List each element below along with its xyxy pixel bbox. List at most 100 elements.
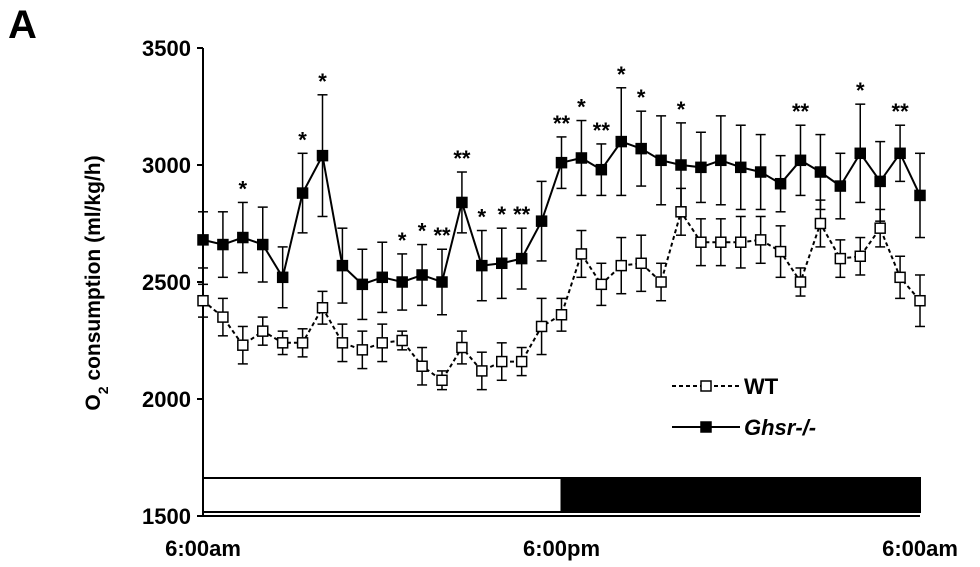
significance-star: * bbox=[677, 97, 686, 122]
legend-wt-label: WT bbox=[744, 374, 779, 399]
ghsr-data-point bbox=[336, 259, 349, 272]
significance-star: * bbox=[577, 95, 586, 120]
ghsr-data-point bbox=[794, 154, 807, 167]
wt-data-point bbox=[655, 276, 667, 288]
legend: WT Ghsr-/- bbox=[672, 374, 816, 440]
significance-star: * bbox=[418, 219, 427, 244]
y-axis-label-subscript: 2 bbox=[95, 386, 111, 394]
wt-data-point bbox=[237, 339, 249, 351]
wt-data-point bbox=[436, 374, 448, 387]
ghsr-data-point bbox=[496, 257, 508, 270]
wt-data-point bbox=[336, 337, 349, 349]
significance-star: * bbox=[497, 202, 506, 227]
ghsr-data-point bbox=[774, 177, 787, 190]
y-tick-label: 3000 bbox=[142, 153, 191, 178]
wt-data-point bbox=[376, 337, 388, 349]
ghsr-data-point bbox=[914, 189, 926, 202]
wt-data-point bbox=[515, 355, 528, 368]
wt-data-point bbox=[296, 337, 309, 349]
significance-star: * bbox=[398, 228, 407, 253]
ghsr-data-point bbox=[655, 154, 667, 167]
wt-data-point bbox=[575, 248, 588, 260]
legend-ghsr-marker bbox=[700, 421, 712, 433]
ghsr-data-point bbox=[257, 238, 269, 251]
wt-data-point bbox=[894, 271, 906, 284]
y-axis-label-suffix: consumption (ml/kg/h) bbox=[82, 155, 105, 386]
significance-star: ** bbox=[513, 202, 531, 227]
wt-data-point bbox=[456, 341, 468, 354]
wt-data-point bbox=[695, 236, 707, 248]
wt-data-point bbox=[914, 294, 926, 307]
significance-marks: **** * ***** * ********* * ***** bbox=[239, 62, 910, 253]
significance-star: * bbox=[617, 62, 626, 87]
ghsr-data-point bbox=[675, 159, 687, 171]
ghsr-data-point bbox=[695, 161, 707, 174]
tick-labels: 1500 2000 2500 3000 3500 6:00am 6:00pm 6:00am bbox=[142, 36, 958, 561]
wt-data-point bbox=[595, 278, 608, 291]
light-dark-bar bbox=[202, 477, 921, 513]
wt-data-point bbox=[715, 236, 727, 248]
ghsr-data-point bbox=[476, 259, 488, 272]
ghsr-data-point bbox=[535, 215, 548, 227]
legend-wt-marker bbox=[700, 380, 712, 392]
ghsr-data-point bbox=[854, 147, 866, 160]
ghsr-data-point bbox=[217, 238, 229, 251]
y-tick-label: 3500 bbox=[142, 36, 191, 61]
significance-star: * bbox=[298, 127, 307, 152]
significance-star: ** bbox=[553, 111, 571, 136]
ghsr-data-point bbox=[276, 271, 289, 284]
ghsr-data-point bbox=[894, 147, 906, 160]
wt-data-point bbox=[316, 301, 329, 314]
ghsr-data-point bbox=[197, 234, 209, 246]
significance-star: ** bbox=[892, 99, 910, 124]
wt-data-point bbox=[874, 222, 886, 234]
y-tick-label: 1500 bbox=[142, 504, 191, 529]
wt-data-point bbox=[535, 320, 548, 333]
wt-data-point bbox=[854, 250, 866, 263]
ghsr-data-point bbox=[456, 196, 468, 209]
ghsr-data-point bbox=[555, 156, 568, 169]
wt-data-point bbox=[416, 360, 428, 372]
wt-data-point bbox=[476, 365, 488, 377]
significance-star: * bbox=[637, 85, 646, 110]
significance-star: ** bbox=[453, 146, 471, 171]
panel-label: A bbox=[8, 3, 37, 47]
ghsr-data-point bbox=[754, 166, 767, 178]
light-period-bar bbox=[202, 477, 563, 513]
wt-data-point bbox=[555, 309, 568, 321]
ghsr-data-point bbox=[396, 276, 408, 288]
wt-data-point bbox=[754, 234, 767, 246]
wt-data-point bbox=[675, 206, 687, 218]
y-tick-label: 2000 bbox=[142, 387, 191, 412]
wt-data-point bbox=[197, 294, 209, 307]
wt-data-point bbox=[814, 217, 827, 230]
wt-data-point bbox=[615, 259, 627, 272]
x-tick-label: 6:00am bbox=[882, 536, 958, 561]
significance-star: ** bbox=[433, 223, 451, 248]
wt-data-point bbox=[834, 252, 847, 265]
ghsr-data-point bbox=[316, 149, 329, 162]
x-tick-label: 6:00am bbox=[165, 536, 241, 561]
y-axis-label: O2 consumption (ml/kg/h) bbox=[82, 155, 111, 410]
ghsr-data-point bbox=[834, 180, 847, 192]
significance-star: * bbox=[318, 69, 327, 94]
wt-data-point bbox=[396, 334, 408, 347]
significance-star: * bbox=[856, 78, 865, 103]
wt-data-point bbox=[217, 311, 229, 323]
wt-data-point bbox=[356, 344, 369, 356]
wt-data-point bbox=[774, 245, 787, 258]
ghsr-data-point bbox=[416, 269, 428, 281]
ghsr-data-point bbox=[715, 154, 727, 167]
ghsr-data-point bbox=[735, 161, 747, 174]
significance-star: ** bbox=[792, 99, 810, 124]
wt-data-point bbox=[496, 355, 508, 368]
ghsr-data-point bbox=[814, 166, 827, 178]
x-tick-label: 6:00pm bbox=[523, 536, 600, 561]
series-markers bbox=[197, 135, 926, 387]
wt-data-point bbox=[635, 257, 647, 270]
wt-series-line bbox=[202, 209, 921, 382]
wt-data-point bbox=[276, 337, 289, 349]
wt-data-point bbox=[735, 236, 747, 248]
y-tick-label: 2500 bbox=[142, 270, 191, 295]
